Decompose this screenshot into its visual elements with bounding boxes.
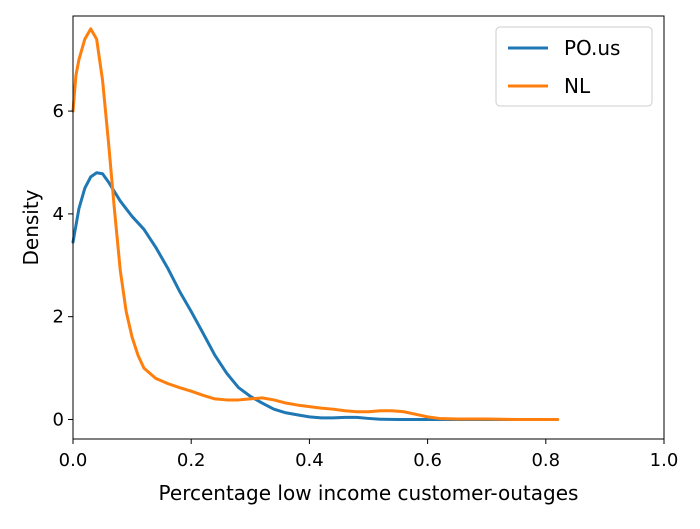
x-tick-label: 0.6 — [413, 450, 442, 471]
x-tick-label: 0.4 — [295, 450, 324, 471]
series-line-nl — [71, 27, 560, 421]
y-tick-label: 4 — [53, 204, 64, 225]
y-tick-label: 6 — [53, 101, 64, 122]
plot-frame — [72, 15, 665, 440]
x-tick-label: 0.8 — [531, 450, 560, 471]
x-axis-label: Percentage low income customer-outages — [159, 481, 579, 505]
y-tick-label: 2 — [53, 307, 64, 328]
legend-label: NL — [564, 74, 591, 98]
series-line-po-us — [71, 171, 560, 421]
legend-label: PO.us — [564, 36, 620, 60]
y-axis-label: Density — [19, 189, 43, 265]
legend: PO.us NL — [495, 26, 653, 107]
x-axis-ticks: 0.0 0.2 0.4 0.6 0.8 1.0 — [59, 439, 679, 471]
x-tick-label: 0.0 — [59, 450, 88, 471]
x-tick-label: 1.0 — [650, 450, 679, 471]
series-layer — [71, 27, 560, 421]
x-tick-label: 0.2 — [177, 450, 206, 471]
y-axis-ticks: 0 2 4 6 — [53, 101, 73, 430]
y-tick-label: 0 — [53, 409, 64, 430]
